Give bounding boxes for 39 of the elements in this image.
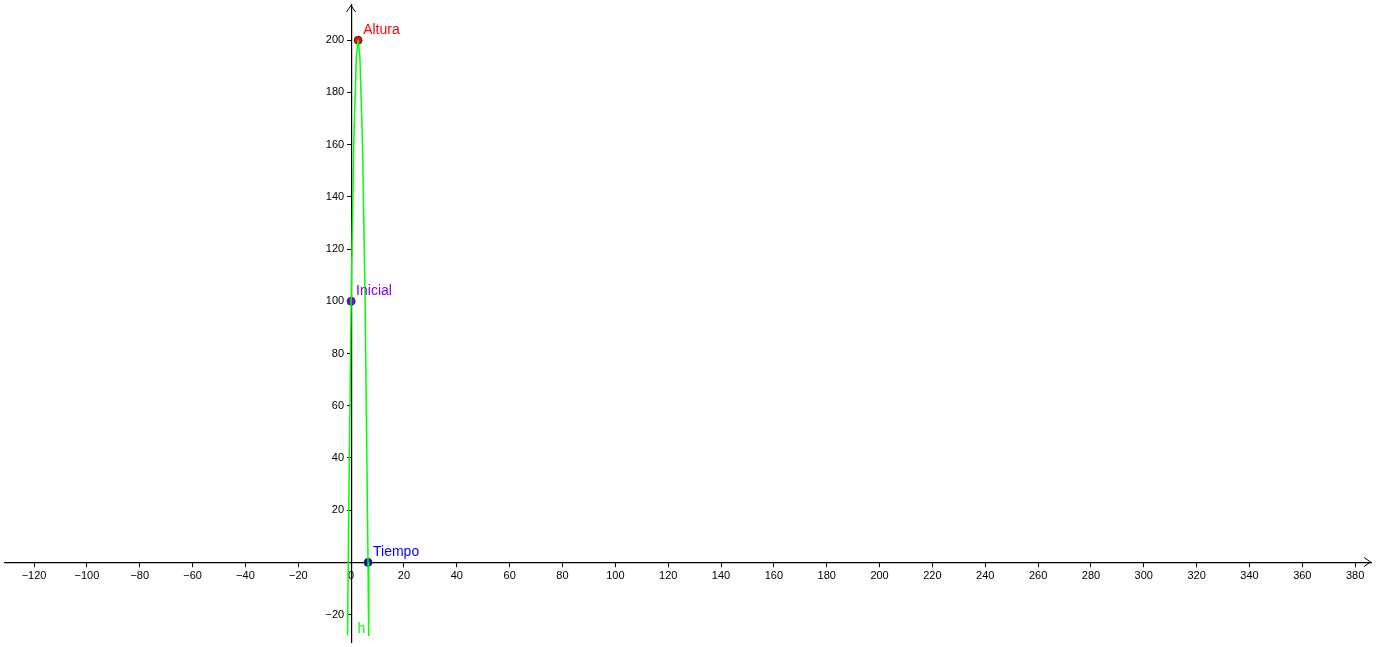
y-tick-label: 200 xyxy=(325,33,345,46)
x-tick-label: −120 xyxy=(21,569,47,582)
x-tick-label: 100 xyxy=(606,569,625,582)
y-tick-label: 20 xyxy=(331,503,345,516)
x-tick-label: 20 xyxy=(397,569,411,582)
x-tick-label: 260 xyxy=(1028,569,1048,582)
x-tick-label: 240 xyxy=(976,569,995,582)
y-tick-label: 100 xyxy=(325,294,345,307)
x-tick-label: 300 xyxy=(1134,569,1153,582)
x-tick-label: 320 xyxy=(1187,569,1206,582)
x-tick-label: −60 xyxy=(183,569,202,582)
x-tick-label: −20 xyxy=(288,569,308,582)
y-tick-label: −20 xyxy=(325,607,345,620)
x-tick-label: −100 xyxy=(74,569,100,582)
y-tick-label: 120 xyxy=(325,242,345,255)
x-tick-label: 200 xyxy=(870,569,889,582)
series-label: h xyxy=(357,619,366,636)
y-tick-label: 80 xyxy=(331,346,345,359)
x-tick-label: 40 xyxy=(450,569,463,582)
y-tick-label: 140 xyxy=(325,189,345,202)
x-tick-label: −80 xyxy=(130,569,150,582)
x-tick-label: 160 xyxy=(764,569,784,582)
x-tick-label: 80 xyxy=(556,569,569,582)
series-label: Tiempo xyxy=(373,543,420,560)
x-tick-label: 340 xyxy=(1240,569,1259,582)
x-tick-label: 180 xyxy=(817,569,836,582)
x-tick-label: 280 xyxy=(1081,569,1101,582)
x-tick-label: 60 xyxy=(503,569,516,582)
series-label: Altura xyxy=(363,21,400,38)
x-tick-label: 380 xyxy=(1345,569,1365,582)
y-tick-label: 180 xyxy=(325,85,345,98)
x-tick-label: 120 xyxy=(659,569,678,582)
x-tick-label: 140 xyxy=(711,569,731,582)
y-tick-label: 160 xyxy=(325,137,345,150)
x-tick-label: −40 xyxy=(236,569,255,582)
y-tick-label: 60 xyxy=(331,398,345,411)
x-tick-label: 220 xyxy=(923,569,942,582)
y-tick-label: 40 xyxy=(331,450,345,463)
x-tick-label: 360 xyxy=(1293,569,1312,582)
